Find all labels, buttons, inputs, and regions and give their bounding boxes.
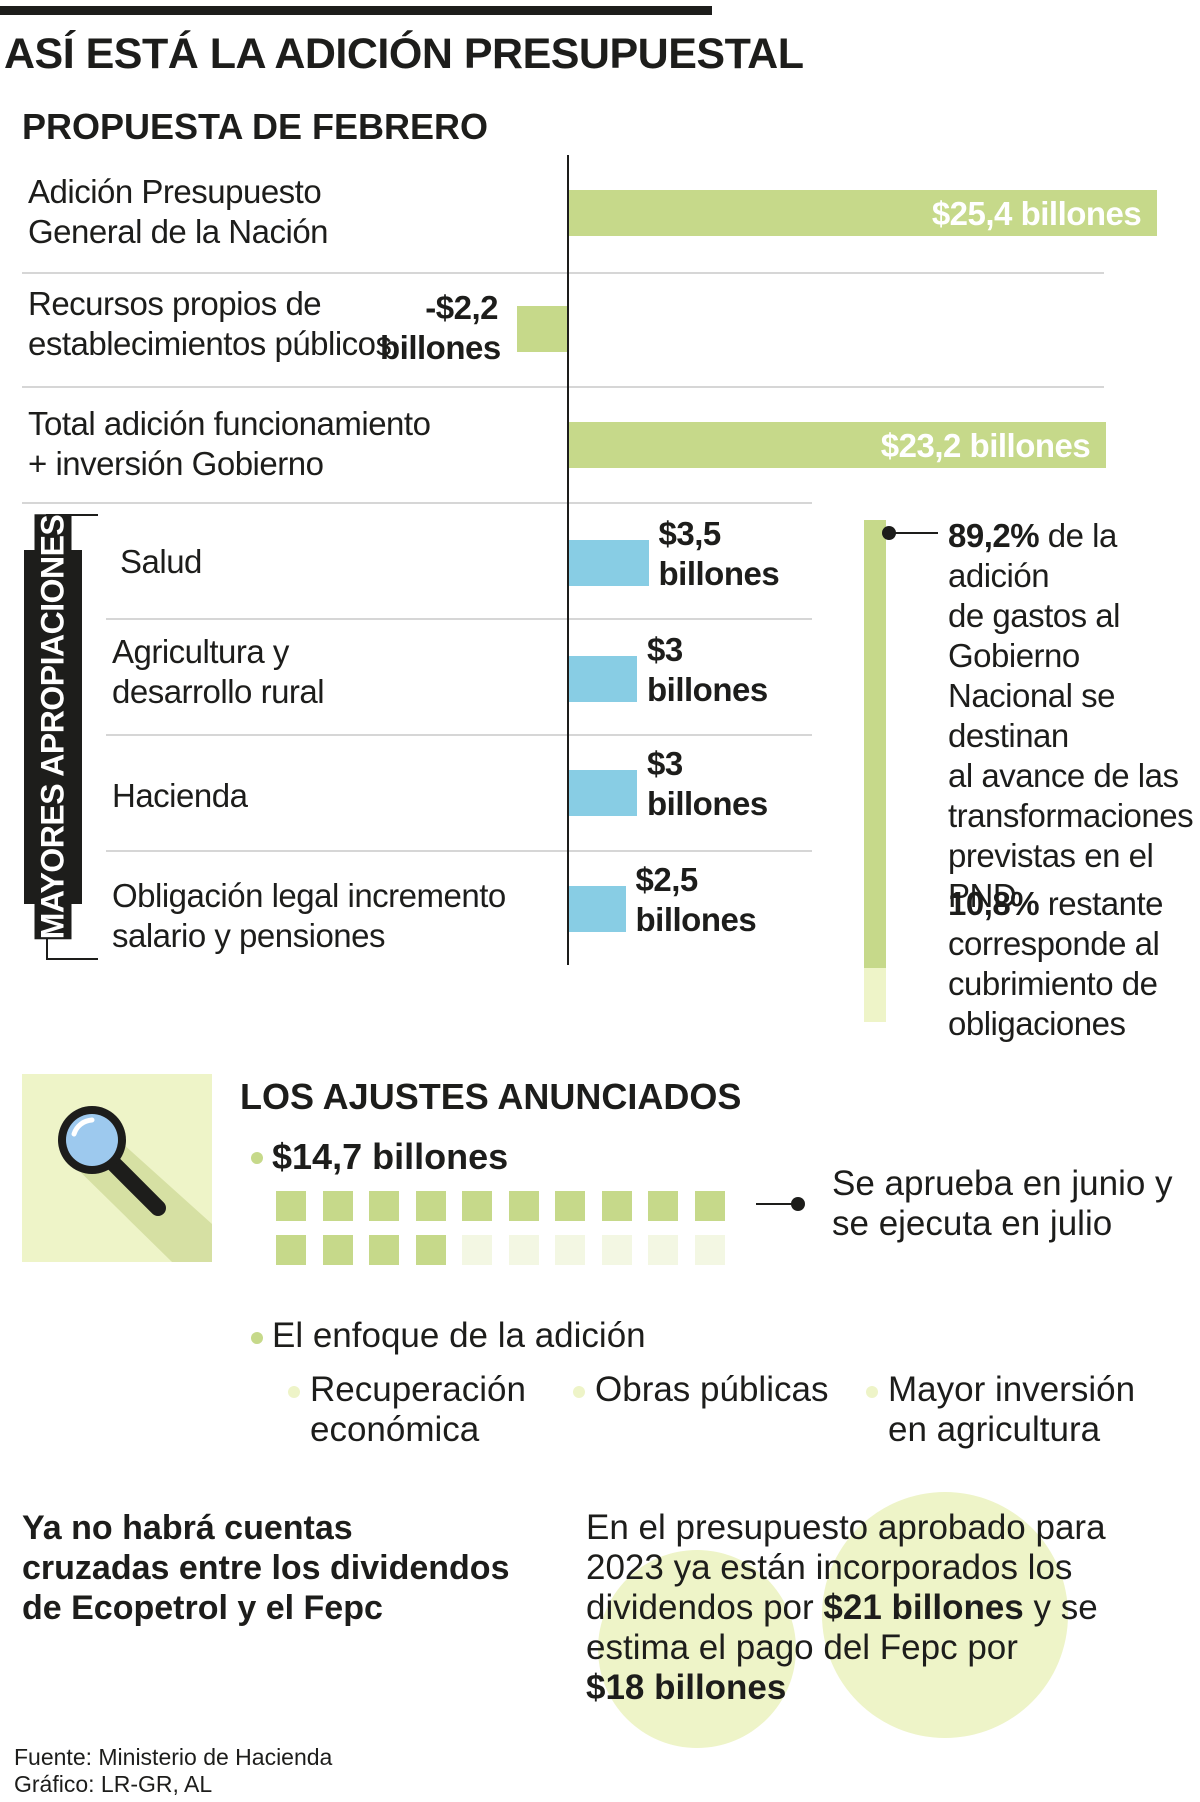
row-label-recursos: Recursos propios de establecimientos púb…	[28, 285, 392, 362]
budget-block	[555, 1235, 585, 1265]
bar-label-adicion: $25,4 billones	[931, 195, 1142, 232]
pointer-dot	[882, 526, 896, 540]
top-rule	[0, 6, 712, 15]
row-label-total: Total adición funcionamiento + inversión…	[28, 405, 431, 482]
row-label-hacienda: Hacienda	[112, 777, 248, 814]
bullet-dot	[251, 1332, 263, 1344]
bar-total	[568, 422, 1107, 468]
row-label-obligacion: Obligación legal incremento salario y pe…	[112, 877, 506, 954]
blocks-grid	[276, 1191, 732, 1265]
row-separator	[22, 502, 812, 504]
focus-item-obras: Obras públicas	[595, 1370, 829, 1409]
focus-item-recuperacion: Recuperación económica	[310, 1370, 526, 1449]
budget-block	[508, 1235, 539, 1265]
budget-block	[322, 1235, 353, 1265]
split-note-rest: 10,8% restante corresponde al cubrimient…	[948, 885, 1164, 1042]
bar-value-obligacion: $2,5 billones	[635, 861, 757, 938]
bullet-dot	[573, 1386, 585, 1398]
bar-value-hacienda: $3 billones	[647, 745, 768, 822]
row-label-adicion: Adición Presupuesto General de la Nación	[28, 173, 329, 250]
budget-block	[415, 1235, 446, 1265]
bar-recursos	[516, 306, 568, 352]
split-bar-rest	[864, 967, 886, 1022]
bracket-bottom	[46, 958, 98, 960]
bar-obligacion	[568, 886, 626, 932]
budget-block	[555, 1191, 585, 1221]
budget-block	[648, 1235, 678, 1265]
row-separator	[106, 618, 812, 620]
split-note-main: 89,2% de la adición de gastos al Gobiern…	[948, 517, 1194, 914]
footer-credit: Gráfico: LR-GR, AL	[14, 1771, 213, 1797]
footer-source: Fuente: Ministerio de Hacienda	[14, 1744, 333, 1770]
ajustes-title: LOS AJUSTES ANUNCIADOS	[240, 1076, 742, 1117]
chart-title: PROPUESTA DE FEBRERO	[22, 106, 489, 147]
page-title: ASÍ ESTÁ LA ADICIÓN PRESUPUESTAL	[4, 30, 804, 78]
row-separator	[106, 850, 812, 852]
budget-block	[369, 1235, 399, 1265]
magnifier-panel	[22, 1074, 212, 1262]
bullet-dot	[288, 1386, 300, 1398]
budget-block	[601, 1191, 632, 1221]
row-separator	[22, 386, 1104, 388]
budget-block	[694, 1235, 725, 1265]
chart-axis	[567, 155, 569, 965]
bar-value-agricultura: $3 billones	[647, 631, 768, 708]
split-bar-main	[864, 520, 886, 968]
budget-block	[648, 1191, 678, 1221]
budget-block	[462, 1235, 492, 1265]
bottom-left-headline: Ya no habrá cuentas cruzadas entre los d…	[22, 1509, 510, 1627]
magnifier-icon	[58, 1106, 212, 1262]
row-separator	[22, 272, 1104, 274]
budget-block	[276, 1235, 306, 1265]
bar-salud	[568, 540, 649, 586]
section-label: MAYORES APROPIACIONES	[34, 514, 72, 940]
bar-value-recursos: -$2,2 billones	[380, 289, 501, 366]
approval-note: Se aprueba en junio y se ejecuta en juli…	[832, 1164, 1173, 1243]
focus-item-agricultura: Mayor inversión en agricultura	[888, 1370, 1136, 1449]
decor-circle	[598, 1550, 796, 1748]
pointer-dot	[791, 1197, 805, 1211]
budget-block	[601, 1235, 632, 1265]
bar-value-salud: $3,5 billones	[658, 515, 780, 592]
budget-block	[694, 1191, 725, 1221]
budget-block	[369, 1191, 399, 1221]
budget-block	[276, 1191, 306, 1221]
budget-block	[415, 1191, 446, 1221]
ajustes-amount: $14,7 billones	[272, 1136, 509, 1177]
row-label-salud: Salud	[120, 543, 202, 580]
bracket-top	[46, 514, 98, 516]
row-label-agricultura: Agricultura y desarrollo rural	[112, 633, 325, 710]
bar-hacienda	[568, 770, 637, 816]
bullet-dot	[251, 1152, 263, 1164]
bullet-dot	[866, 1386, 878, 1398]
bar-agricultura	[568, 656, 637, 702]
pointer-line	[894, 532, 938, 534]
budget-block	[462, 1191, 492, 1221]
bar-adicion	[568, 190, 1158, 236]
bottom-right-text: En el presupuesto aprobado para 2023 ya …	[586, 1508, 1106, 1707]
budget-block	[508, 1191, 539, 1221]
row-separator	[106, 734, 812, 736]
bar-label-total: $23,2 billones	[880, 427, 1091, 464]
budget-block	[322, 1191, 353, 1221]
focus-title: El enfoque de la adición	[272, 1316, 646, 1355]
pointer-line	[756, 1203, 796, 1205]
decor-circle	[822, 1492, 1068, 1738]
